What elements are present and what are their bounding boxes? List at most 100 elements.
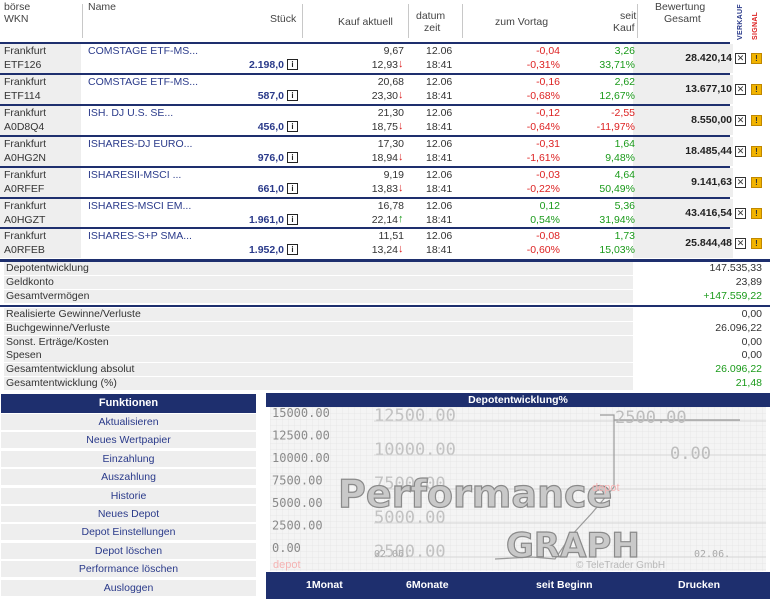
print-button[interactable]: Drucken bbox=[678, 579, 721, 591]
since-buy-abs-cell: -2,55 bbox=[611, 106, 635, 119]
sell-icon[interactable]: ✕ bbox=[735, 83, 746, 95]
sell-icon[interactable]: ✕ bbox=[735, 238, 746, 250]
valuation-cell: 25.844,48 bbox=[685, 237, 732, 250]
current-price-cell: 13,24 bbox=[371, 244, 398, 257]
since-buy-pct-cell: 15,03% bbox=[599, 244, 635, 257]
overlay-y-tick: 12500.00 bbox=[374, 407, 456, 426]
function-item[interactable]: Ausloggen bbox=[1, 579, 256, 597]
signal-icon[interactable]: ! bbox=[751, 176, 762, 188]
summary-row: Depotentwicklung 147.535,33 bbox=[0, 262, 770, 276]
graph-depot-label-mid: depot bbox=[592, 482, 620, 494]
sell-icon[interactable]: ✕ bbox=[735, 114, 746, 126]
info-icon[interactable]: i bbox=[287, 151, 298, 163]
change-abs-cell: -0,03 bbox=[536, 168, 560, 181]
signal-icon[interactable]: ! bbox=[751, 114, 762, 126]
purchase-price-cell: 11,51 bbox=[378, 230, 405, 243]
summary-row: Buchgewinne/Verluste 26.096,22 bbox=[0, 321, 770, 336]
since-buy-abs-cell: 5,36 bbox=[614, 199, 635, 212]
function-item[interactable]: Depot löschen bbox=[1, 542, 256, 560]
function-item[interactable]: Historie bbox=[1, 487, 256, 505]
time-cell: 18:41 bbox=[426, 182, 453, 195]
boerse-cell: Frankfurt bbox=[4, 199, 47, 212]
header-name: Name bbox=[88, 1, 117, 13]
summary-label: Gesamtvermögen bbox=[4, 290, 633, 303]
summary-row: Gesamtvermögen +147.559,22 bbox=[0, 290, 770, 304]
sell-icon[interactable]: ✕ bbox=[735, 145, 746, 157]
signal-icon[interactable]: ! bbox=[751, 207, 762, 219]
arrow-down-icon: ↓ bbox=[398, 119, 404, 132]
purchase-price-cell: 9,67 bbox=[383, 45, 404, 57]
range-6-monate-button[interactable]: 6Monate bbox=[406, 579, 449, 591]
date-cell: 12.06 bbox=[426, 137, 453, 150]
graph-depot-label: depot bbox=[273, 559, 301, 571]
security-name-link[interactable]: COMSTAGE ETF-MS... bbox=[88, 75, 199, 88]
function-item[interactable]: Neues Depot bbox=[1, 506, 256, 523]
sell-icon[interactable]: ✕ bbox=[735, 53, 746, 64]
function-item[interactable]: Performance löschen bbox=[1, 561, 256, 579]
function-item[interactable]: Einzahlung bbox=[1, 450, 256, 468]
time-cell: 18:41 bbox=[426, 120, 453, 133]
signal-icon[interactable]: ! bbox=[751, 83, 762, 95]
time-cell: 18:41 bbox=[426, 59, 453, 71]
quantity-cell: 456,0 bbox=[257, 120, 284, 133]
y-axis-tick: 7500.00 bbox=[272, 474, 323, 488]
range-1-monat-button[interactable]: 1Monat bbox=[306, 579, 343, 591]
function-item[interactable]: Depot Einstellungen bbox=[1, 524, 256, 542]
security-name-link[interactable]: ISHARES-S+P SMA... bbox=[88, 230, 192, 243]
header-datum: datum bbox=[416, 10, 446, 22]
header-seit: seit bbox=[620, 10, 637, 22]
current-price-cell: 18,94 bbox=[371, 151, 398, 164]
change-abs-cell: -0,04 bbox=[536, 45, 560, 57]
functions-title: Funktionen bbox=[1, 394, 256, 413]
info-icon[interactable]: i bbox=[287, 59, 298, 70]
wkn-cell: ETF126 bbox=[4, 59, 42, 71]
boerse-cell: Frankfurt bbox=[4, 137, 47, 150]
summary-label: Spesen bbox=[4, 349, 633, 363]
graph-x-label: 02.06. bbox=[694, 549, 730, 560]
time-cell: 18:41 bbox=[426, 213, 453, 226]
signal-icon[interactable]: ! bbox=[751, 145, 762, 157]
summary-value: 147.535,33 bbox=[709, 262, 762, 274]
summary-value: 0,00 bbox=[741, 349, 762, 362]
signal-icon[interactable]: ! bbox=[751, 53, 762, 64]
since-buy-pct-cell: -11,97% bbox=[596, 120, 635, 133]
y-axis-tick: 2500.00 bbox=[272, 519, 323, 533]
function-item[interactable]: Aktualisieren bbox=[1, 414, 256, 431]
watermark-graph: GRAPH bbox=[506, 526, 640, 566]
info-icon[interactable]: i bbox=[287, 120, 298, 132]
function-item[interactable]: Neues Wertpapier bbox=[1, 432, 256, 450]
purchase-price-cell: 16,78 bbox=[377, 199, 404, 212]
table-row: Frankfurt A0HGZT ISHARES-MSCI EM... 1.961,0… bbox=[0, 196, 770, 228]
security-name-link[interactable]: ISH. DJ U.S. SE... bbox=[88, 106, 174, 119]
info-icon[interactable]: i bbox=[287, 244, 298, 256]
summary-value: 21,48 bbox=[735, 377, 762, 389]
table-row: Frankfurt A0HG2N ISHARES-DJ EURO... 976,0 17… bbox=[0, 134, 770, 166]
security-name-link[interactable]: ISHARES-DJ EURO... bbox=[88, 137, 193, 150]
info-icon[interactable]: i bbox=[287, 213, 298, 225]
since-buy-pct-cell: 9,48% bbox=[605, 151, 635, 164]
range-seit-beginn-button[interactable]: seit Beginn bbox=[536, 579, 593, 591]
info-icon[interactable]: i bbox=[287, 182, 298, 194]
purchase-price-cell: 20,68 bbox=[377, 75, 404, 88]
quantity-cell: 976,0 bbox=[257, 151, 284, 164]
purchase-price-cell: 21,30 bbox=[377, 106, 404, 119]
function-item[interactable]: Auszahlung bbox=[1, 469, 256, 487]
sell-icon[interactable]: ✕ bbox=[735, 176, 746, 188]
graph-x-label: 02.06. bbox=[374, 549, 410, 560]
time-cell: 18:41 bbox=[426, 151, 453, 164]
summary-divider bbox=[0, 259, 770, 262]
security-name-link[interactable]: COMSTAGE ETF-MS... bbox=[88, 45, 199, 57]
arrow-down-icon: ↓ bbox=[398, 243, 404, 256]
header-boerse: börse bbox=[4, 1, 31, 13]
info-icon[interactable]: i bbox=[287, 89, 298, 101]
change-abs-cell: -0,16 bbox=[536, 75, 560, 88]
date-cell: 12.06 bbox=[426, 168, 453, 181]
time-cell: 18:41 bbox=[426, 244, 453, 257]
sell-icon[interactable]: ✕ bbox=[735, 207, 746, 219]
security-name-link[interactable]: ISHARESII-MSCI ... bbox=[88, 168, 182, 181]
security-name-link[interactable]: ISHARES-MSCI EM... bbox=[88, 199, 192, 212]
arrow-up-icon: ↑ bbox=[398, 212, 404, 225]
signal-icon[interactable]: ! bbox=[751, 238, 762, 250]
valuation-cell: 43.416,54 bbox=[685, 206, 732, 219]
current-price-cell: 22,14 bbox=[371, 213, 398, 226]
